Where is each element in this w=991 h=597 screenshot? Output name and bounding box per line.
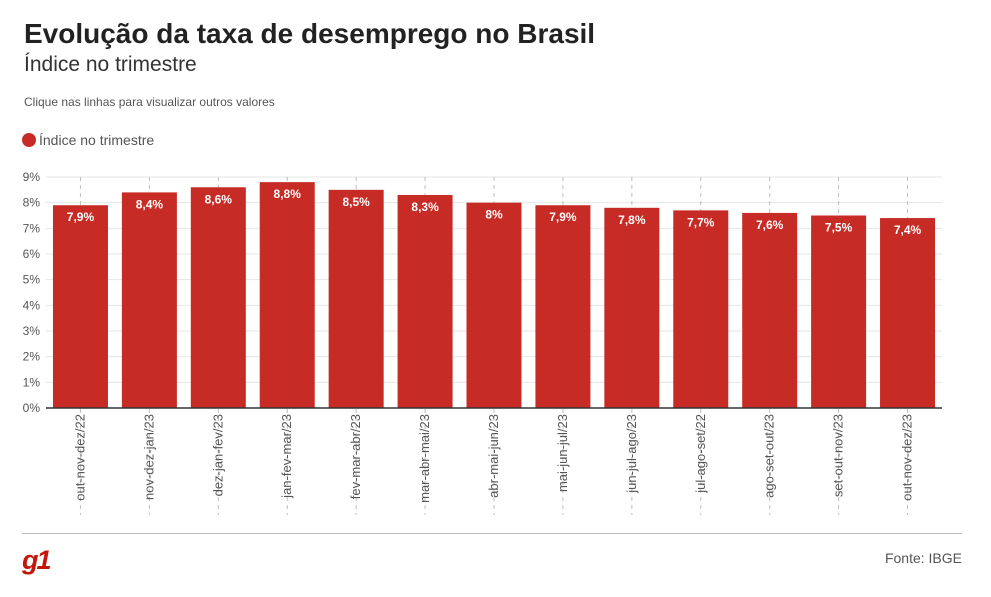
bar-value-label: 8,8% (274, 187, 302, 201)
x-tick-label: out-nov-dez/22 (72, 414, 87, 501)
interaction-hint: Clique nas linhas para visualizar outros… (24, 95, 275, 109)
g1-logo: g1 (22, 545, 51, 575)
bar-value-label: 8,6% (205, 192, 233, 206)
y-tick-label: 9% (23, 170, 41, 184)
legend-label: Índice no trimestre (39, 132, 155, 148)
bar-value-label: 8,3% (411, 200, 439, 214)
chart-subtitle: Índice no trimestre (24, 53, 197, 76)
bar-value-label: 8% (485, 208, 503, 222)
y-tick-label: 7% (23, 221, 41, 235)
bar[interactable] (604, 207, 660, 408)
x-tick-label: abr-mai-jun/23 (486, 414, 501, 498)
bar-value-label: 7,9% (67, 210, 95, 224)
bar[interactable] (880, 218, 936, 408)
bar[interactable] (259, 182, 315, 408)
bar[interactable] (52, 205, 108, 408)
bar[interactable] (742, 212, 798, 408)
x-tick-label: jul-ago-set/22 (693, 414, 708, 494)
y-tick-label: 1% (23, 375, 41, 389)
x-tick-label: mai-jun-jul/23 (555, 414, 570, 492)
x-tick-label: set-out-nov/23 (831, 414, 846, 497)
x-tick-label: dez-jan-fev/23 (210, 414, 225, 496)
y-tick-label: 3% (23, 324, 41, 338)
bar[interactable] (397, 194, 453, 408)
bar[interactable] (190, 187, 246, 408)
x-tick-label: fev-mar-abr/23 (348, 414, 363, 499)
bar[interactable] (121, 192, 177, 408)
bar-value-label: 7,8% (618, 213, 646, 227)
y-tick-label: 4% (23, 298, 41, 312)
y-tick-label: 6% (23, 247, 41, 261)
x-tick-label: out-nov-dez/23 (900, 414, 915, 501)
bar-value-label: 8,5% (342, 195, 370, 209)
source-note: Fonte: IBGE (884, 550, 962, 566)
bar[interactable] (466, 202, 522, 408)
bar-chart: 0% 1% 2% 3% 4% 5% 6% 7% 8% 9% 7,9% out-nov-dez/22 8,… (23, 170, 942, 515)
bar-value-label: 7,4% (894, 223, 922, 237)
bar-value-label: 7,9% (549, 210, 577, 224)
y-tick-label: 8% (23, 196, 41, 210)
x-tick-label: mar-abr-mai/23 (417, 414, 432, 503)
bar[interactable] (535, 205, 591, 408)
y-tick-label: 5% (23, 273, 41, 287)
bar-value-label: 7,6% (756, 218, 784, 232)
chart-title: Evolução da taxa de desemprego no Brasil (24, 18, 596, 49)
y-tick-label: 2% (23, 350, 41, 364)
bar-value-label: 8,4% (136, 197, 164, 211)
legend-swatch-icon (22, 133, 36, 147)
bar[interactable] (328, 189, 384, 408)
x-tick-label: nov-dez-jan/23 (141, 414, 156, 500)
x-tick-label: jun-jul-ago/23 (624, 414, 639, 494)
legend-item[interactable]: Índice no trimestre (22, 132, 154, 148)
footer-divider (22, 533, 962, 534)
x-tick-label: ago-set-out/23 (762, 414, 777, 498)
y-tick-label: 0% (23, 401, 41, 415)
bar-value-label: 7,5% (825, 221, 853, 235)
bar[interactable] (811, 215, 867, 409)
x-tick-label: jan-fev-mar/23 (279, 414, 294, 499)
bar-value-label: 7,7% (687, 215, 715, 229)
bar[interactable] (673, 210, 729, 408)
